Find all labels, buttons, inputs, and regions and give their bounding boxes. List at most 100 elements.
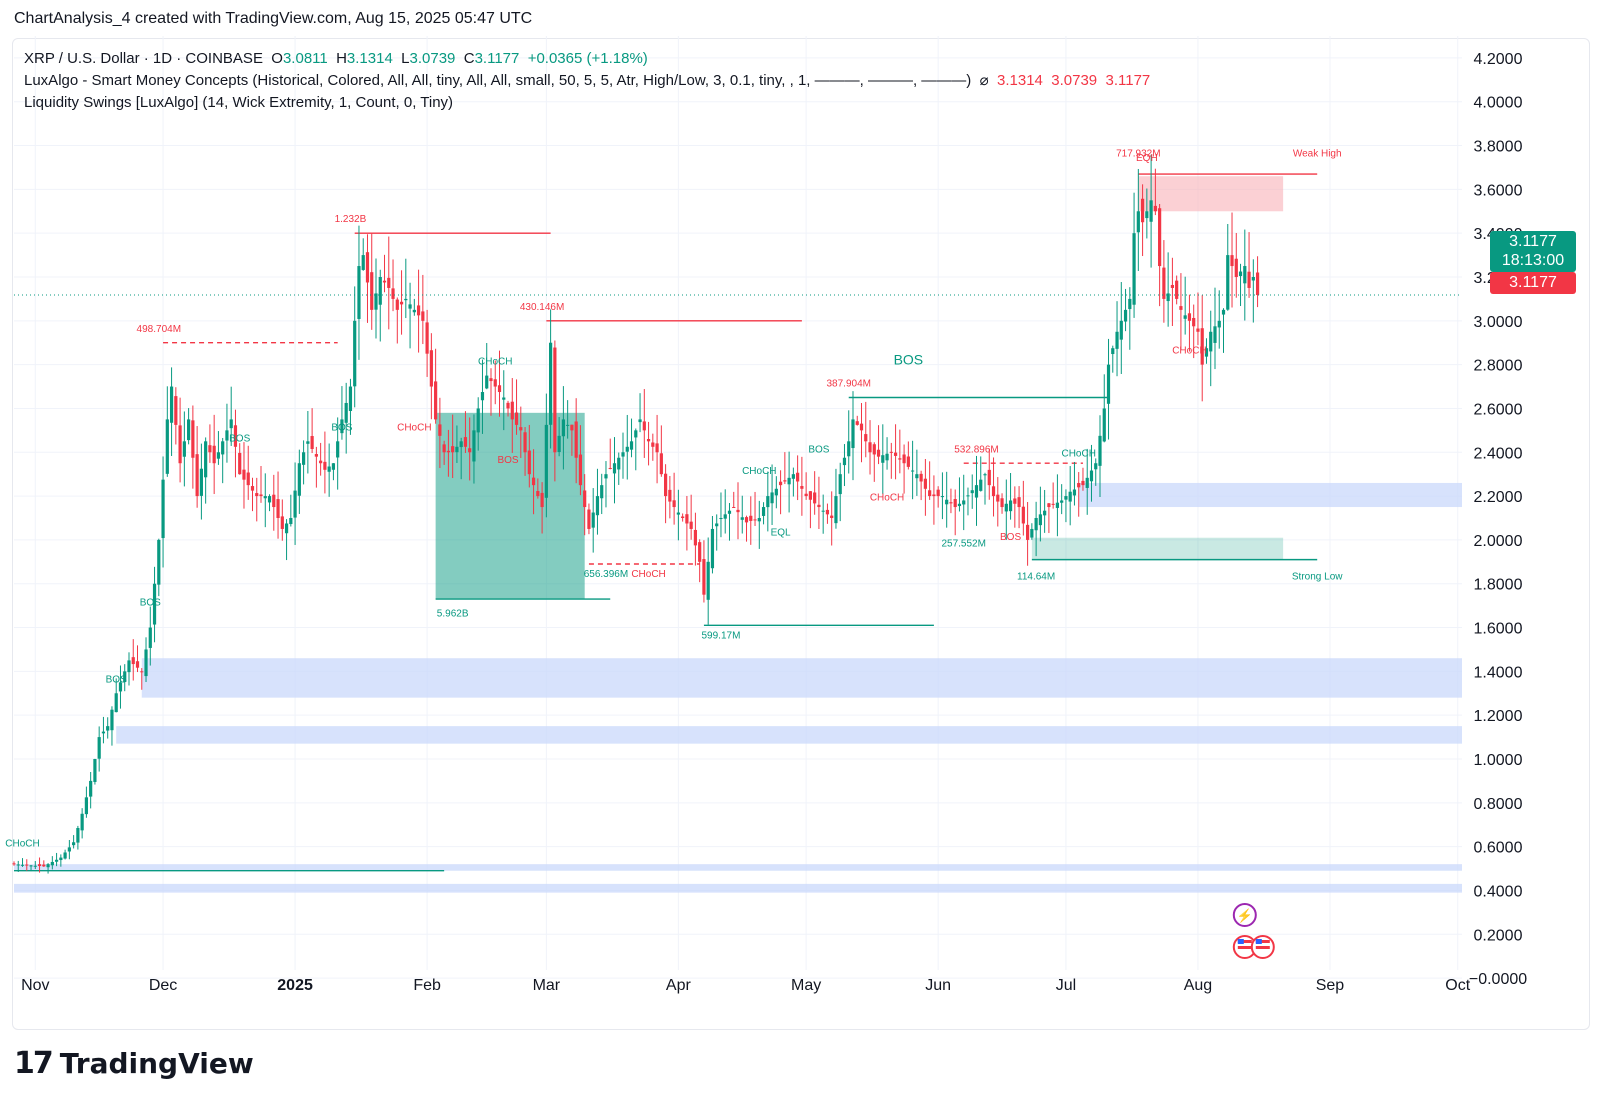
candle-body	[519, 427, 523, 431]
candle-body	[472, 430, 476, 462]
candle-body	[940, 496, 945, 498]
candle-body	[1115, 331, 1119, 349]
chart-annotation: BOS	[894, 352, 924, 368]
close-price-tag: 3.1177	[1490, 272, 1576, 294]
zone-blue	[1078, 482, 1462, 508]
candle-body	[174, 396, 178, 425]
candle-body	[485, 375, 489, 389]
candle-body	[689, 521, 693, 529]
candle-body	[93, 759, 97, 782]
y-tick-label: 1.2000	[1474, 708, 1523, 725]
candle-body	[1204, 348, 1209, 357]
candle-body	[314, 454, 318, 457]
legend-symbol-row[interactable]: XRP / U.S. Dollar · 1D · COINBASE O3.081…	[24, 48, 1150, 70]
candle-body	[1004, 503, 1008, 512]
candle-body	[732, 506, 736, 508]
candle-body	[928, 490, 932, 497]
candle-body	[996, 494, 1000, 502]
candle-body	[340, 419, 344, 434]
candle-body	[595, 496, 600, 516]
candle-body	[766, 496, 770, 508]
y-tick-label: 0.8000	[1474, 796, 1523, 813]
candle-body	[851, 419, 855, 449]
indicator-smc-label[interactable]: LuxAlgo - Smart Money Concepts (Historic…	[24, 72, 972, 89]
candle-body	[553, 347, 557, 453]
candle-body	[289, 518, 293, 525]
last-price-value: 3.1177	[1509, 233, 1557, 250]
candle-body	[587, 509, 591, 529]
tradingview-mark-icon: 17	[14, 1046, 54, 1081]
candle-body	[1230, 255, 1234, 267]
candle-body	[621, 452, 625, 457]
chart-byline: ChartAnalysis_4 created with TradingView…	[14, 10, 533, 27]
candle-body	[382, 280, 387, 283]
candle-body	[323, 461, 327, 470]
candle-body	[140, 671, 144, 673]
candle-body	[987, 469, 991, 486]
candle-body	[29, 865, 33, 867]
y-tick-label: −0.0000	[1469, 971, 1527, 988]
y-tick-label: 1.6000	[1474, 621, 1523, 638]
candle-body	[157, 539, 161, 585]
candle-body	[370, 272, 374, 310]
indicator-smc-value-2: 3.0739	[1051, 72, 1098, 89]
candle-body	[395, 299, 399, 310]
candle-body	[774, 488, 778, 496]
chart-annotation: 599.17M	[702, 631, 741, 642]
candle-body	[868, 442, 872, 453]
symbol-label[interactable]: XRP / U.S. Dollar · 1D · COINBASE	[24, 50, 263, 67]
us-flag-stripe-icon	[1237, 940, 1252, 943]
candle-body	[510, 401, 514, 420]
candle-body	[178, 425, 182, 464]
candle-body	[557, 435, 561, 453]
candle-body	[1043, 510, 1047, 516]
candle-body	[144, 649, 148, 677]
candle-body	[1128, 298, 1132, 310]
candle-body	[497, 385, 502, 393]
candle-body	[33, 865, 37, 867]
chart-annotation: CHoCH	[1172, 346, 1206, 357]
chart-annotation: CHoCH	[870, 492, 904, 503]
candle-body	[1153, 205, 1157, 212]
candle-body	[945, 499, 949, 505]
zone-green	[435, 412, 585, 600]
chart-legend: XRP / U.S. Dollar · 1D · COINBASE O3.081…	[24, 48, 1150, 114]
candle-body	[591, 512, 595, 528]
candle-body	[561, 419, 565, 437]
legend-indicator-smc[interactable]: LuxAlgo - Smart Money Concepts (Historic…	[24, 70, 1150, 92]
candle-body	[783, 480, 787, 482]
candle-body	[20, 864, 25, 866]
x-tick-label: Oct	[1445, 977, 1470, 994]
tradingview-wordmark: TradingView	[59, 1047, 254, 1080]
candle-body	[970, 490, 974, 494]
candle-body	[1234, 258, 1238, 277]
candle-body	[1196, 328, 1200, 332]
indicator-liquidity-label[interactable]: Liquidity Swings [LuxAlgo] (14, Wick Ext…	[24, 94, 454, 111]
candle-body	[331, 463, 336, 470]
candle-body	[1166, 293, 1170, 302]
candle-body	[979, 479, 983, 491]
x-tick-label: Dec	[149, 977, 177, 994]
candle-body	[463, 437, 468, 447]
candle-body	[493, 379, 497, 387]
candle-body	[932, 494, 936, 497]
chart-annotation: 717.932M	[1116, 149, 1160, 160]
candle-body	[187, 419, 191, 441]
candle-body	[676, 512, 680, 515]
x-tick-label: Sep	[1316, 977, 1345, 994]
candle-body	[1094, 463, 1098, 470]
candle-body	[715, 523, 719, 527]
candle-body	[876, 449, 881, 457]
candle-body	[523, 432, 527, 453]
legend-indicator-liquidity[interactable]: Liquidity Swings [LuxAlgo] (14, Wick Ext…	[24, 92, 1150, 114]
candle-body	[629, 441, 634, 450]
candle-body	[361, 255, 365, 270]
candle-body	[1226, 255, 1230, 310]
candle-body	[634, 430, 638, 438]
candle-body	[408, 304, 412, 309]
candle-body	[284, 523, 289, 534]
tradingview-logo[interactable]: 17 TradingView	[14, 1046, 254, 1081]
candle-body	[1238, 271, 1243, 277]
candle-body	[859, 423, 864, 431]
